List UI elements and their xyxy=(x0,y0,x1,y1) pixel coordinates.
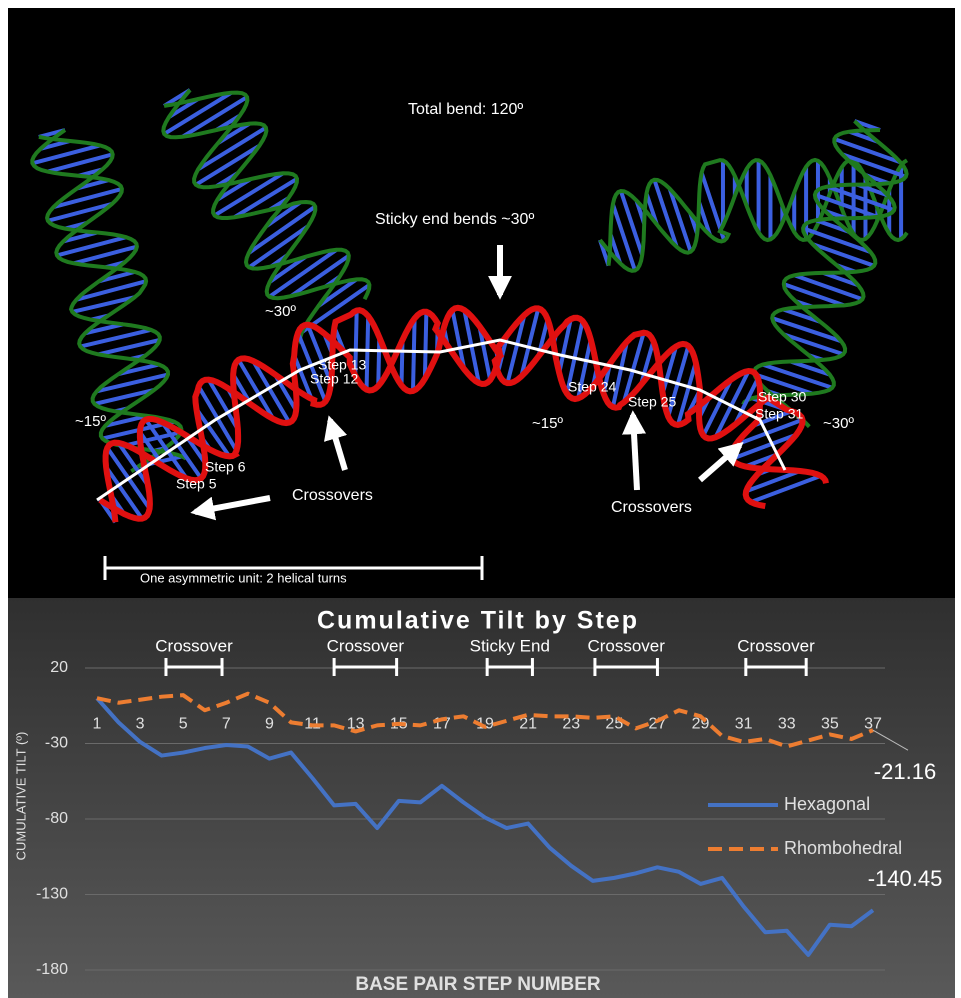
data-label: -21.16 xyxy=(874,759,936,784)
base-pair xyxy=(367,316,369,389)
x-tick-label: 37 xyxy=(864,715,882,732)
region-label: Crossover xyxy=(155,636,233,655)
base-pair xyxy=(425,312,426,379)
base-pair xyxy=(413,318,415,391)
annotation: Step 12 xyxy=(310,371,358,387)
figure: Cumulative Tilt by Step BASE PAIR STEP N… xyxy=(0,0,961,998)
x-axis-label: BASE PAIR STEP NUMBER xyxy=(355,974,601,995)
y-tick-label: -130 xyxy=(36,886,68,903)
annotation: Step 5 xyxy=(176,476,217,492)
y-axis-label: CUMULATIVE TILT (º) xyxy=(13,732,28,861)
annotation: ~15º xyxy=(532,415,563,432)
annotation: Step 31 xyxy=(755,406,803,422)
annotation: Step 6 xyxy=(205,459,246,475)
x-tick-label: 33 xyxy=(778,715,796,732)
x-tick-label: 3 xyxy=(136,715,145,732)
y-tick-label: -180 xyxy=(36,961,68,978)
page: Cumulative Tilt by Step BASE PAIR STEP N… xyxy=(0,0,961,998)
chart-title: Cumulative Tilt by Step xyxy=(317,607,639,635)
arrow xyxy=(633,415,637,490)
y-tick-label: -80 xyxy=(45,810,68,827)
annotation: Step 30 xyxy=(758,389,806,405)
annotation: ~30º xyxy=(265,303,296,320)
data-label: -140.45 xyxy=(868,866,943,891)
legend-label: Hexagonal xyxy=(784,794,870,814)
annotation: ~30º xyxy=(823,415,854,432)
annotation: One asymmetric unit: 2 helical turns xyxy=(140,570,347,585)
x-tick-label: 1 xyxy=(93,715,102,732)
x-tick-label: 35 xyxy=(821,715,839,732)
region-label: Crossover xyxy=(587,636,665,655)
legend-label: Rhombohedral xyxy=(784,838,902,858)
region-label: Crossover xyxy=(327,636,405,655)
x-tick-label: 5 xyxy=(179,715,188,732)
annotation: Step 24 xyxy=(568,379,616,395)
region-label: Sticky End xyxy=(470,636,550,655)
x-tick-label: 31 xyxy=(735,715,753,732)
region-label: Crossover xyxy=(737,636,815,655)
annotation: ~15º xyxy=(75,413,106,430)
annotation: Sticky end bends ~30º xyxy=(375,211,534,228)
annotation: Total bend: 120º xyxy=(408,101,523,118)
annotation: Step 25 xyxy=(628,394,676,410)
x-tick-label: 9 xyxy=(265,715,274,732)
y-tick-label: -30 xyxy=(45,735,68,752)
annotation: Crossovers xyxy=(292,487,373,504)
y-tick-label: 20 xyxy=(50,659,68,676)
x-tick-label: 7 xyxy=(222,715,231,732)
annotation: Crossovers xyxy=(611,499,692,516)
